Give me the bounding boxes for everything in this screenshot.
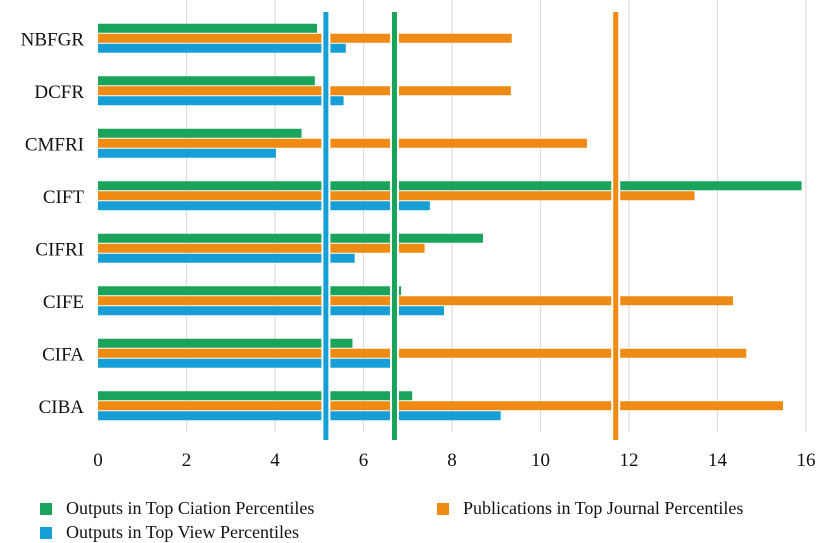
legend-item-view: Outputs in Top View Percentiles: [40, 522, 299, 543]
bar-cmfri-series-0: [98, 128, 302, 138]
bar-cifa-series-0: [98, 338, 353, 348]
x-tick-labels: 0 2 4 6 8 10 12 14 16: [93, 450, 815, 470]
bar-cift-series-0: [98, 181, 802, 191]
category-label-cmfri: CMFRI: [25, 134, 84, 155]
x-tick-label-4: 4: [270, 450, 280, 470]
category-label-cift: CIFT: [43, 187, 85, 208]
category-labels: NBFGR DCFR CMFRI CIFT CIFRI CIFE CIFA CIBA: [21, 29, 85, 418]
category-label-cife: CIFE: [43, 292, 84, 313]
bar-cifri-series-0: [98, 233, 483, 243]
x-tick-label-14: 14: [708, 450, 728, 470]
legend-swatch-citation: [40, 502, 52, 515]
x-tick-label-6: 6: [359, 450, 369, 470]
bar-cift-series-2: [98, 201, 430, 211]
grid-lines: [185, 0, 807, 432]
bar-dcfr-series-1: [98, 86, 511, 96]
legend-label-journal: Publications in Top Journal Percentiles: [463, 498, 744, 518]
bar-cife-series-0: [98, 286, 402, 296]
bar-ciba-series-1: [98, 401, 783, 411]
bars: [98, 23, 802, 421]
category-label-nbfgr: NBFGR: [21, 29, 85, 50]
bar-cmfri-series-2: [98, 148, 276, 158]
category-label-cifa: CIFA: [42, 344, 84, 365]
bar-cife-series-1: [98, 296, 733, 306]
category-label-cifri: CIFRI: [35, 239, 84, 260]
category-label-ciba: CIBA: [39, 397, 85, 418]
chart-canvas: 0 2 4 6 8 10 12 14 16 NBFGR DCFR CMFRI CIFT CIFRI CIF…: [21, 0, 816, 470]
reference-lines: [321, 12, 621, 440]
bar-ciba-series-0: [98, 391, 413, 401]
legend-label-view: Outputs in Top View Percentiles: [66, 522, 299, 542]
bar-nbfgr-series-0: [98, 23, 318, 33]
x-tick-label-16: 16: [797, 450, 816, 470]
x-tick-label-8: 8: [447, 450, 457, 470]
legend-item-citation: Outputs in Top Ciation Percentiles: [40, 498, 314, 519]
legend-swatch-journal: [437, 502, 449, 515]
bar-cifri-series-2: [98, 253, 355, 263]
bar-dcfr-series-2: [98, 96, 344, 106]
bar-dcfr-series-0: [98, 76, 315, 86]
category-label-dcfr: DCFR: [34, 82, 84, 103]
legend-label-citation: Outputs in Top Ciation Percentiles: [66, 498, 315, 518]
bar-ciba-series-2: [98, 411, 501, 421]
x-tick-label-0: 0: [93, 450, 103, 470]
bar-cmfri-series-1: [98, 138, 587, 148]
bar-nbfgr-series-1: [98, 33, 512, 43]
bar-cifa-series-1: [98, 348, 747, 358]
bar-chart: 0 2 4 6 8 10 12 14 16 NBFGR DCFR CMFRI CIFT CIFRI CIF…: [21, 0, 816, 470]
legend: Outputs in Top Ciation Percentiles Publi…: [0, 470, 822, 542]
x-tick-label-10: 10: [531, 450, 550, 470]
bar-cifri-series-1: [98, 243, 425, 253]
x-tick-label-12: 12: [620, 450, 639, 470]
legend-item-journal: Publications in Top Journal Percentiles: [437, 498, 743, 519]
x-tick-label-2: 2: [182, 450, 192, 470]
bar-cife-series-2: [98, 306, 445, 316]
bar-nbfgr-series-2: [98, 43, 346, 53]
bar-cifa-series-2: [98, 358, 391, 368]
legend-swatch-view: [40, 526, 52, 539]
